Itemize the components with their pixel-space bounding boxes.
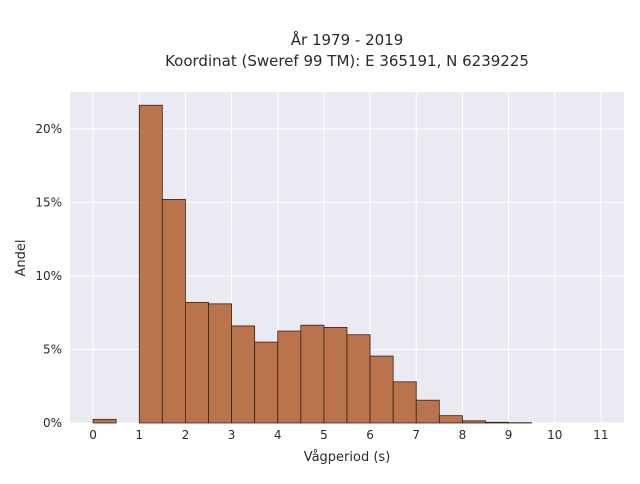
histogram-bar (324, 327, 347, 423)
x-tick-label: 8 (459, 428, 467, 442)
x-tick-label: 6 (366, 428, 374, 442)
y-axis-ticks: 0% 5% 10% 15% 20% (35, 122, 62, 430)
histogram-bar (278, 331, 301, 423)
y-tick-label: 5% (43, 342, 62, 356)
histogram-bar (185, 302, 208, 423)
x-tick-label: 0 (89, 428, 97, 442)
x-tick-label: 3 (228, 428, 236, 442)
x-tick-label: 4 (274, 428, 282, 442)
histogram-bar (347, 335, 370, 423)
histogram-bar (393, 382, 416, 423)
x-tick-label: 10 (547, 428, 562, 442)
x-tick-label: 2 (182, 428, 190, 442)
histogram-bar (209, 304, 232, 423)
histogram-bar (462, 421, 485, 423)
histogram-bar (301, 325, 324, 423)
histogram-bar (439, 416, 462, 423)
histogram-bar (255, 342, 278, 423)
y-axis-label: Andel (14, 240, 29, 277)
y-tick-label: 10% (35, 269, 62, 283)
histogram-bar (486, 422, 509, 423)
histogram-bar (416, 400, 439, 423)
x-axis-ticks: 0 1 2 3 4 5 6 7 8 9 10 11 (89, 428, 608, 442)
chart-title-line-2: Koordinat (Sweref 99 TM): E 365191, N 62… (165, 52, 529, 70)
histogram-bar (162, 199, 185, 423)
histogram-bar (93, 419, 116, 423)
y-tick-label: 20% (35, 122, 62, 136)
x-tick-label: 1 (135, 428, 143, 442)
histogram-bar (232, 326, 255, 423)
x-axis-label: Vågperiod (s) (304, 450, 391, 465)
chart-title-line-1: År 1979 - 2019 (291, 30, 404, 49)
histogram-bar (139, 105, 162, 423)
x-tick-label: 9 (505, 428, 513, 442)
x-tick-label: 11 (593, 428, 608, 442)
y-tick-label: 0% (43, 416, 62, 430)
x-tick-label: 5 (320, 428, 328, 442)
histogram-bar (370, 356, 393, 423)
y-tick-label: 15% (35, 195, 62, 209)
x-tick-label: 7 (412, 428, 420, 442)
